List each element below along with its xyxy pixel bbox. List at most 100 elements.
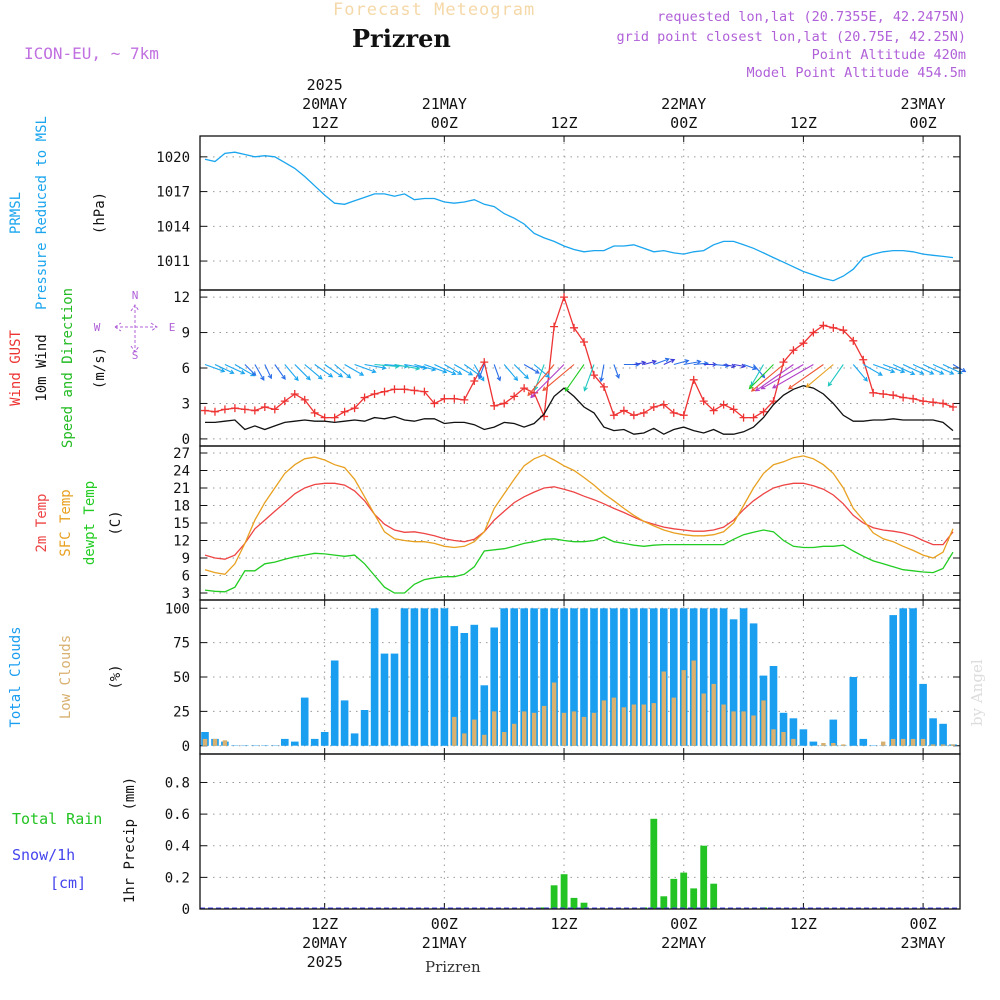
wind-arrow — [424, 363, 448, 374]
y-tick-label: 6 — [182, 569, 190, 585]
gust-marker — [759, 407, 768, 416]
gust-marker — [579, 338, 588, 346]
rain-bar — [550, 885, 558, 909]
low-cloud-bar — [930, 744, 936, 746]
gust-marker — [739, 413, 748, 422]
total-cloud-bar — [530, 608, 538, 746]
y-tick-label: 0 — [182, 432, 190, 448]
total-cloud-bar — [899, 608, 907, 746]
wind-arrow — [787, 364, 824, 390]
panel-pressure — [199, 135, 961, 291]
gust-marker — [200, 406, 209, 415]
gust-marker — [520, 384, 529, 393]
wind-arrow — [852, 364, 868, 382]
gust-marker — [929, 398, 938, 407]
wind-arrow — [324, 364, 344, 378]
low-cloud-bar — [512, 723, 517, 746]
y-axis-label: (m/s) — [92, 347, 108, 389]
y-tick-label: 9 — [182, 551, 190, 567]
total-cloud-bar — [570, 608, 578, 746]
compass-e: E — [169, 321, 176, 334]
panel-frame-precip — [199, 753, 961, 910]
wind-arrow — [527, 364, 555, 397]
gust-marker — [799, 339, 808, 348]
gust-marker — [899, 393, 908, 402]
total-cloud-bar — [460, 633, 469, 746]
low-cloud-bar — [561, 712, 567, 746]
wind-arrow — [902, 364, 925, 375]
wind-arrow — [542, 364, 575, 392]
grid-point-location: grid point closest lon,lat (20.75E, 42.2… — [616, 29, 967, 45]
requested-location: requested lon,lat (20.7355E, 42.2475N) — [657, 9, 966, 25]
wind-arrow — [334, 364, 352, 379]
low-cloud-bar — [202, 738, 208, 746]
model-label: ICON-EU, ~ 7km — [24, 44, 159, 63]
wind-arrow — [932, 364, 955, 375]
wind-arrow — [274, 364, 286, 381]
gust-marker — [589, 371, 598, 380]
y-tick-label: 1017 — [156, 185, 190, 201]
panel-frame-wind — [199, 289, 961, 447]
gust-marker — [869, 388, 878, 397]
model-point-altitude: Model Point Altitude 454.5m — [746, 65, 966, 81]
low-cloud-bar — [541, 705, 547, 746]
gust-marker — [270, 405, 279, 414]
rain-bar — [560, 874, 568, 909]
total-cloud-bar — [560, 608, 568, 746]
rain-bar — [670, 878, 678, 909]
total-cloud-bar — [400, 608, 409, 746]
total-cloud-bar — [670, 608, 678, 746]
low-cloud-bar — [901, 738, 906, 746]
y-tick-label: 21 — [173, 481, 190, 497]
total-cloud-bar — [450, 626, 459, 746]
total-cloud-bar — [749, 623, 758, 746]
total-cloud-bar — [291, 741, 299, 746]
gust-marker — [450, 394, 459, 403]
total-cloud-bar — [490, 627, 498, 746]
total-cloud-bar — [510, 608, 518, 746]
y-axis-label: 2m Temp — [34, 493, 50, 552]
total-cloud-bar — [420, 608, 429, 746]
chart-title: Forecast Meteogram — [333, 0, 536, 20]
wind-arrow — [284, 364, 299, 382]
gust-marker — [849, 336, 858, 345]
rain-bar — [570, 897, 578, 909]
gust-marker — [599, 382, 608, 391]
low-cloud-bar — [821, 743, 826, 746]
total-cloud-bar — [410, 608, 419, 746]
total-cloud-bar — [739, 608, 748, 746]
wind-arrow — [750, 364, 784, 392]
total-cloud-bar — [360, 710, 369, 746]
low-cloud-bar — [222, 740, 228, 746]
time-axis-label: 12Z — [790, 114, 817, 132]
y-tick-label: 3 — [182, 586, 190, 602]
low-cloud-bar — [591, 712, 597, 746]
gust-marker — [639, 408, 648, 417]
gust-marker — [949, 403, 958, 411]
low-cloud-bar — [531, 712, 537, 746]
gust-marker — [300, 395, 309, 404]
gust-marker — [879, 390, 888, 398]
time-axis-label: 00Z 21MAY — [422, 915, 467, 952]
wind-arrow — [805, 364, 834, 388]
gust-marker — [470, 377, 479, 385]
y-tick-label: 12 — [173, 290, 190, 306]
total-cloud-bar — [540, 608, 548, 746]
gust-marker — [889, 391, 898, 400]
rain-label: Total Rain — [12, 810, 102, 828]
total-cloud-bar — [919, 683, 927, 746]
y-axis-label: dewpt Temp — [82, 481, 98, 565]
series-line-temperature-2 — [204, 529, 954, 594]
gust-marker — [669, 408, 678, 417]
low-cloud-bar — [761, 700, 766, 746]
gust-marker — [679, 411, 688, 420]
y-tick-label: 0.6 — [165, 807, 190, 823]
wind-arrow — [344, 364, 365, 376]
wind-arrow — [434, 364, 457, 376]
gust-marker — [290, 390, 299, 398]
y-tick-label: 1014 — [156, 219, 190, 235]
y-tick-label: 24 — [173, 464, 190, 480]
total-cloud-bar — [430, 608, 439, 746]
low-cloud-bar — [920, 738, 926, 746]
